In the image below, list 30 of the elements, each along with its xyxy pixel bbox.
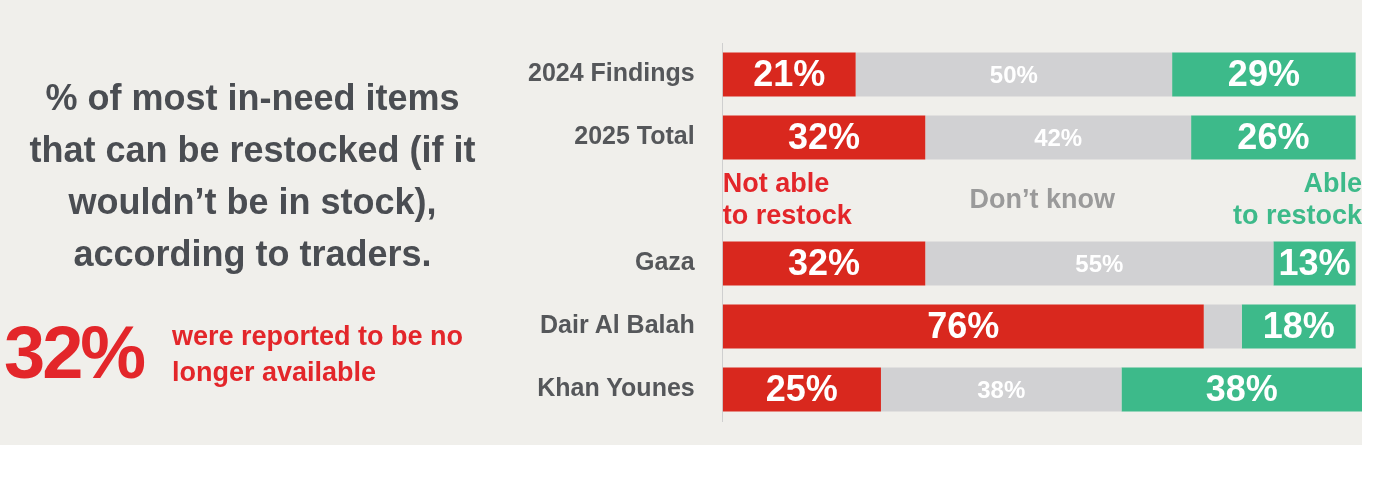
y-tick-label: 2025 Total	[574, 121, 695, 150]
data-label: 29%	[1227, 53, 1300, 95]
bar	[925, 241, 1274, 286]
data-label: 38%	[1205, 368, 1278, 410]
data-label: 18%	[1262, 305, 1335, 347]
bar	[1121, 367, 1362, 412]
bar	[722, 304, 1204, 349]
bar	[722, 115, 926, 160]
y-tick-label: Khan Younes	[537, 373, 695, 402]
bar	[722, 241, 926, 286]
data-label: 13%	[1278, 242, 1351, 284]
data-label: 26%	[1237, 116, 1310, 158]
text: were reported to be no longer available	[172, 320, 465, 389]
bar	[925, 115, 1192, 160]
series-label: Not able to restock	[722, 167, 853, 230]
y-tick-label: Gaza	[634, 247, 696, 276]
bar	[855, 52, 1173, 97]
data-label: 76%	[927, 305, 1000, 347]
text: 32%	[4, 310, 144, 395]
data-label: 25%	[765, 368, 838, 410]
y-tick-label: 2024 Findings	[527, 58, 695, 87]
data-label: 21%	[753, 53, 826, 95]
data-label: 32%	[787, 242, 861, 284]
data-label: 32%	[787, 116, 861, 158]
bar	[1203, 304, 1242, 349]
series-label: Don’t know	[969, 183, 1117, 214]
text: % of most in-need items that can be restocked (if it wouldn’t be in stock), according to traders.	[28, 76, 477, 276]
bar	[880, 367, 1122, 412]
series-label: Able to restock	[1232, 167, 1363, 230]
y-tick-label: Dair Al Balah	[540, 310, 695, 339]
